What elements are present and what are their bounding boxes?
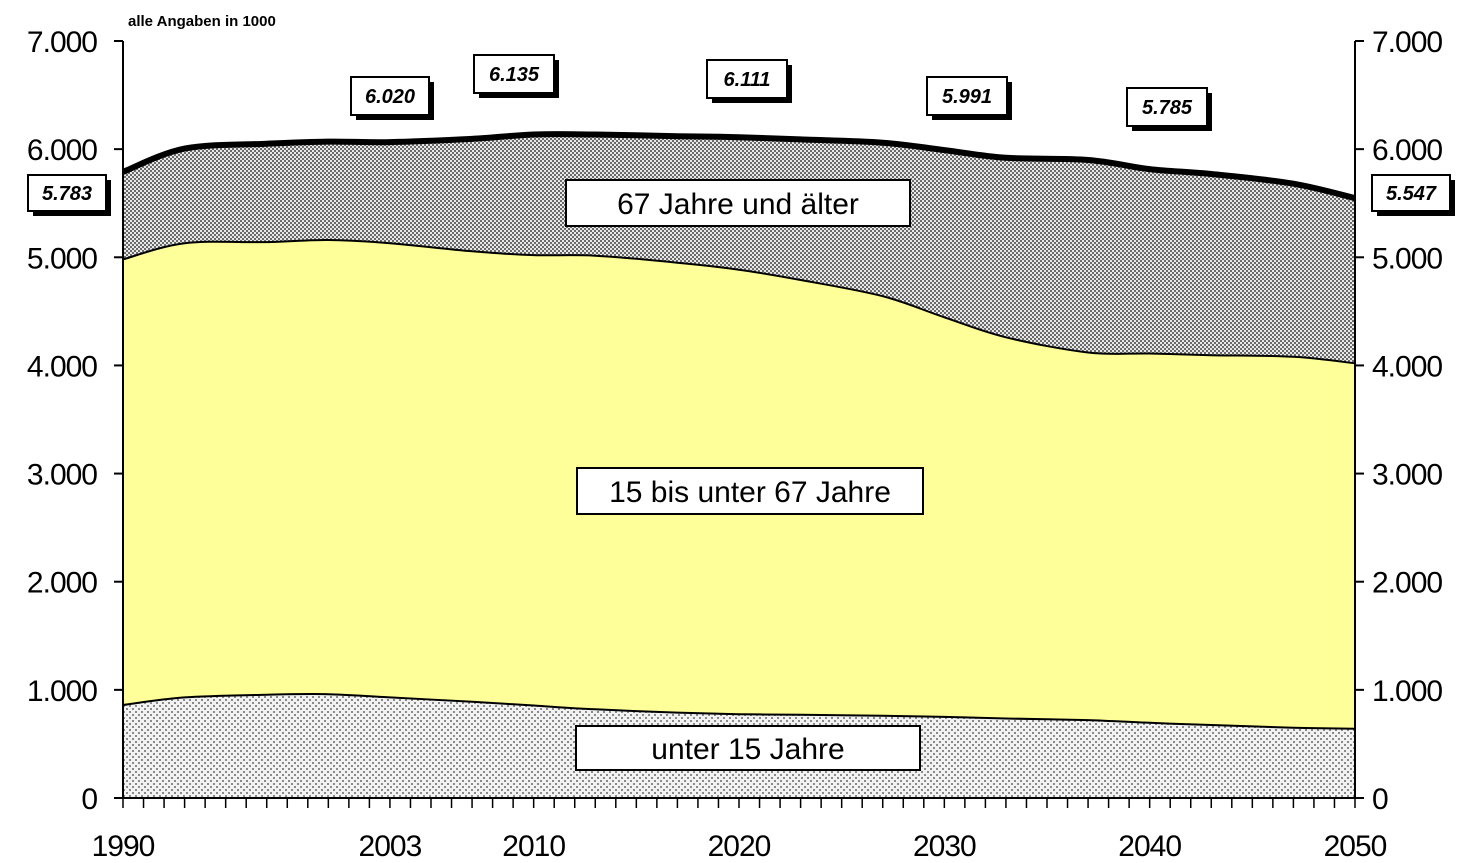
boundary-unter-15-jahre xyxy=(122,692,1356,730)
band-label-box xyxy=(575,725,921,771)
y-tick-label-right: 0 xyxy=(1372,783,1388,816)
y-tick-label-left: 5.000 xyxy=(27,242,97,275)
callout-total-2010: 6.135 xyxy=(473,54,559,98)
callout-box xyxy=(1126,87,1208,127)
callout-value: 5.785 xyxy=(1142,97,1193,119)
area-67-jahre-und-aelter xyxy=(123,134,1355,364)
callout-total-2050: 5.547 xyxy=(1371,174,1455,216)
y-tick-label-left: 7.000 xyxy=(27,26,97,59)
callout-total-2003: 6.020 xyxy=(350,76,434,120)
callout-box xyxy=(350,76,430,116)
callout-value: 5.547 xyxy=(1386,183,1437,205)
band-label-text: unter 15 Jahre xyxy=(651,733,844,766)
callout-value: 6.135 xyxy=(489,64,540,86)
band-label-box xyxy=(576,467,924,515)
x-tick-label: 2003 xyxy=(359,830,422,863)
callout-box xyxy=(706,59,788,99)
y-tick-label-left: 0 xyxy=(81,783,97,816)
band-label-box xyxy=(565,179,911,227)
x-tick-label: 2030 xyxy=(913,830,976,863)
band-label-text: 15 bis unter 67 Jahre xyxy=(609,476,891,509)
x-tick-label: 2040 xyxy=(1118,830,1181,863)
x-tick-label: 2050 xyxy=(1324,830,1387,863)
callout-total-1990: 5.783 xyxy=(27,174,111,216)
callout-value: 6.111 xyxy=(723,69,770,91)
y-tick-label-left: 3.000 xyxy=(27,459,97,492)
y-tick-label-right: 5.000 xyxy=(1372,242,1442,275)
y-tick-label-right: 7.000 xyxy=(1372,26,1442,59)
unit-note: alle Angaben in 1000 xyxy=(128,13,276,30)
callout-box xyxy=(1371,174,1451,212)
x-tick-label: 1990 xyxy=(92,830,155,863)
y-tick-label-left: 1.000 xyxy=(27,675,97,708)
band-label-unter-15-jahre: unter 15 Jahre xyxy=(575,725,921,771)
y-tick-label-left: 6.000 xyxy=(27,134,97,167)
callout-total-2030: 5.991 xyxy=(926,76,1012,120)
callout-total-2040: 5.785 xyxy=(1126,87,1212,131)
callout-box xyxy=(473,54,555,94)
x-tick-label: 2010 xyxy=(502,830,565,863)
x-tick-label: 2020 xyxy=(708,830,771,863)
y-tick-label-right: 3.000 xyxy=(1372,459,1442,492)
y-tick-label-right: 4.000 xyxy=(1372,350,1442,383)
band-label-67-jahre-und-aelter: 67 Jahre und älter xyxy=(565,179,911,227)
callout-box xyxy=(926,76,1008,116)
callout-box xyxy=(27,174,107,212)
y-tick-label-left: 4.000 xyxy=(27,350,97,383)
boundary-67-jahre-und-aelter xyxy=(121,131,1356,202)
callout-value: 5.783 xyxy=(42,183,92,205)
y-tick-label-left: 2.000 xyxy=(27,567,97,600)
y-tick-label-right: 2.000 xyxy=(1372,567,1442,600)
y-tick-label-right: 1.000 xyxy=(1372,675,1442,708)
callout-value: 6.020 xyxy=(365,86,415,108)
callout-value: 5.991 xyxy=(942,86,992,108)
y-tick-label-right: 6.000 xyxy=(1372,134,1442,167)
callout-total-2020: 6.111 xyxy=(706,59,792,103)
boundary-15-bis-unter-67-jahre xyxy=(122,238,1356,365)
band-label-text: 67 Jahre und älter xyxy=(617,188,859,221)
band-label-15-bis-unter-67-jahre: 15 bis unter 67 Jahre xyxy=(576,467,924,515)
